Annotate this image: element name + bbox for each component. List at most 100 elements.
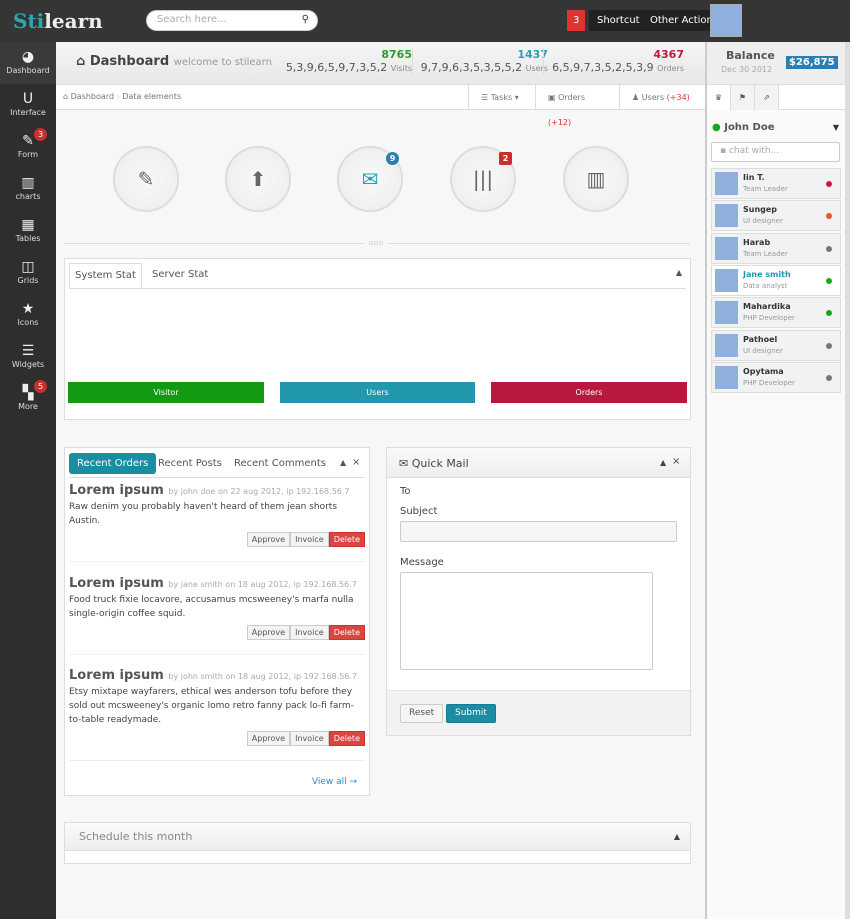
sidebar-item-icons[interactable]: ★ Icons bbox=[0, 294, 56, 336]
tasks-dropdown[interactable]: ☰ Tasks ▾ bbox=[468, 85, 531, 110]
user-avatar[interactable] bbox=[710, 4, 742, 37]
divider-handle[interactable]: ▫▫▫ bbox=[364, 239, 388, 248]
tab-recent-orders[interactable]: Recent Orders bbox=[69, 453, 157, 474]
shortcut-chart[interactable]: ▥ bbox=[563, 146, 629, 212]
other-action-button[interactable]: Other Action bbox=[642, 10, 721, 31]
scrollbar[interactable] bbox=[845, 42, 850, 919]
shortcut-badge: 9 bbox=[386, 152, 399, 165]
sidebar-item-form[interactable]: ✎ Form 3 bbox=[0, 126, 56, 168]
balance-date: Dec 30 2012 bbox=[721, 65, 773, 74]
delete-button[interactable]: Delete bbox=[328, 731, 365, 746]
contact-item[interactable]: Opytama PHP Developer bbox=[711, 361, 841, 393]
reset-button[interactable]: Reset bbox=[400, 704, 444, 723]
shortcut-barcode[interactable]: ||| 2 bbox=[450, 146, 516, 212]
approve-button[interactable]: Approve bbox=[246, 731, 291, 746]
chat-bubble-icon: ● bbox=[712, 122, 721, 133]
users-button[interactable]: ♟ Users (+34) bbox=[619, 85, 705, 110]
approve-button[interactable]: Approve bbox=[246, 532, 291, 547]
contact-avatar bbox=[715, 365, 738, 389]
contact-name: Opytama bbox=[743, 366, 784, 376]
sidebar-item-label: Tables bbox=[15, 234, 41, 243]
tab-system-stat[interactable]: System Stat bbox=[69, 263, 142, 289]
table-icon: ▦ bbox=[21, 217, 35, 233]
post-actions: Approve Invoice Delete bbox=[246, 532, 365, 547]
breadcrumb-current: Data elements bbox=[122, 92, 182, 101]
notification-badge[interactable]: 3 bbox=[567, 10, 586, 31]
share-tab-icon[interactable]: ⇗ bbox=[755, 85, 779, 110]
collapse-icon[interactable]: ▲ bbox=[660, 458, 667, 467]
search-placeholder: Search here... bbox=[157, 14, 227, 25]
collapse-icon[interactable]: ▲ bbox=[340, 458, 347, 467]
delete-button[interactable]: Delete bbox=[328, 625, 365, 640]
post-title[interactable]: Lorem ipsum by john doe on 22 aug 2012, … bbox=[69, 483, 350, 498]
contact-item[interactable]: Pathoel UI designer bbox=[711, 329, 841, 361]
tab-recent-posts[interactable]: Recent Posts bbox=[158, 458, 222, 469]
status-dot bbox=[826, 310, 832, 317]
sidebar-item-label: Grids bbox=[17, 276, 39, 285]
invoice-button[interactable]: Invoice bbox=[290, 625, 329, 640]
divider bbox=[69, 760, 365, 761]
contact-item[interactable]: Mahardika PHP Developer bbox=[711, 297, 841, 329]
contact-item[interactable]: Iin T. Team Leader bbox=[711, 168, 841, 199]
submit-button[interactable]: Submit bbox=[446, 704, 496, 723]
contact-avatar bbox=[715, 333, 738, 357]
approve-button[interactable]: Approve bbox=[246, 625, 291, 640]
flag-tab-icon[interactable]: ⚑ bbox=[731, 85, 755, 110]
shortcut-mail[interactable]: ✉ 9 bbox=[337, 146, 403, 212]
contact-role: Team Leader bbox=[743, 249, 788, 258]
sidebar-item-widgets[interactable]: ☰ Widgets bbox=[0, 336, 56, 378]
chevron-down-icon[interactable]: ▼ bbox=[832, 123, 839, 132]
invoice-button[interactable]: Invoice bbox=[290, 731, 329, 746]
logo[interactable]: Stilearn bbox=[13, 9, 103, 33]
divider bbox=[69, 654, 365, 655]
chart-icon: ▥ bbox=[586, 167, 606, 191]
tab-recent-comments[interactable]: Recent Comments bbox=[234, 458, 326, 469]
sidebar-item-more[interactable]: ▚ More 5 bbox=[0, 378, 56, 420]
sidebar-item-dashboard[interactable]: ◕ Dashboard bbox=[0, 42, 56, 84]
shortcut-upload[interactable]: ⬆ bbox=[225, 146, 291, 212]
message-label: Message bbox=[400, 557, 444, 568]
invoice-button[interactable]: Invoice bbox=[290, 532, 329, 547]
sidebar-item-charts[interactable]: ▥ charts bbox=[0, 168, 56, 210]
dashboard-icon: ◕ bbox=[21, 49, 35, 65]
logo-accent: Sti bbox=[13, 9, 45, 33]
shortcut-button[interactable]: Shortcut bbox=[589, 10, 648, 31]
sidebar-item-tables[interactable]: ▦ Tables bbox=[0, 210, 56, 252]
sidebar-item-label: Widgets bbox=[11, 360, 45, 369]
users-tab-icon[interactable]: ♛ bbox=[707, 85, 731, 111]
contact-avatar bbox=[715, 172, 738, 195]
search-input[interactable]: Search here... ⚲ bbox=[146, 10, 318, 31]
close-icon[interactable]: × bbox=[672, 456, 681, 467]
post-title[interactable]: Lorem ipsum by john smith on 18 aug 2012… bbox=[69, 668, 357, 683]
collapse-icon[interactable]: ▲ bbox=[673, 832, 680, 841]
contact-name: Jane smith bbox=[743, 269, 791, 279]
stat-users: 1437 9,7,9,6,3,5,3,5,5,2 Users bbox=[411, 48, 548, 74]
collapse-icon[interactable]: ▲ bbox=[675, 268, 682, 277]
breadcrumb-home[interactable]: ⌂ Dashboard bbox=[63, 92, 115, 101]
orders-button[interactable]: ▣ Orders (+12) bbox=[535, 85, 619, 127]
tab-server-stat[interactable]: Server Stat bbox=[152, 269, 209, 280]
stat-orders: 4367 6,5,9,7,3,5,2,5,3,9 Orders bbox=[543, 48, 684, 74]
balance-label: Balance bbox=[726, 49, 775, 62]
contact-role: PHP Developer bbox=[743, 314, 795, 323]
status-dot bbox=[826, 245, 832, 252]
close-icon[interactable]: × bbox=[352, 457, 361, 468]
sidebar-item-interface[interactable]: U Interface bbox=[0, 84, 56, 126]
post-title[interactable]: Lorem ipsum by jane smith on 18 aug 2012… bbox=[69, 576, 357, 591]
contact-item[interactable]: Sungep UI designer bbox=[711, 200, 841, 232]
page-header: ⌂ Dashboard welcome to stilearn 8765 5,3,… bbox=[56, 42, 705, 85]
delete-button[interactable]: Delete bbox=[328, 532, 365, 547]
view-all-link[interactable]: View all → bbox=[311, 777, 357, 787]
search-icon[interactable]: ⚲ bbox=[301, 14, 309, 25]
message-textarea[interactable] bbox=[400, 572, 653, 670]
shortcut-edit[interactable]: ✎ bbox=[113, 146, 179, 212]
tiles-icon: ▚ bbox=[22, 385, 34, 401]
chat-user[interactable]: ● John Doe bbox=[712, 122, 775, 133]
contact-item[interactable]: Harab Team Leader bbox=[711, 232, 841, 264]
contact-item[interactable]: Jane smith Data analyst bbox=[711, 264, 841, 296]
chat-input[interactable]: ▪ chat with... bbox=[711, 142, 840, 162]
sidebar-item-grids[interactable]: ◫ Grids bbox=[0, 252, 56, 294]
sidebar-item-label: Interface bbox=[10, 108, 46, 117]
list-item: Lorem ipsum by john doe on 22 aug 2012, … bbox=[69, 483, 366, 528]
subject-input[interactable] bbox=[400, 521, 677, 542]
